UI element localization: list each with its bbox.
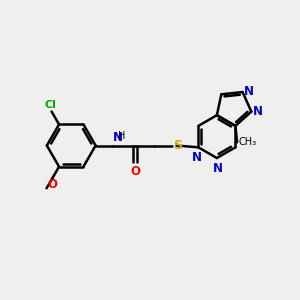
Text: N: N: [212, 162, 223, 175]
Text: H: H: [118, 131, 126, 141]
Text: S: S: [173, 139, 182, 152]
Text: CH₃: CH₃: [238, 137, 256, 147]
Text: Cl: Cl: [45, 100, 57, 110]
Text: O: O: [130, 165, 140, 178]
Text: N: N: [244, 85, 254, 98]
Text: N: N: [253, 104, 262, 118]
Text: O: O: [48, 178, 58, 191]
Text: N: N: [113, 131, 123, 144]
Text: N: N: [192, 151, 202, 164]
